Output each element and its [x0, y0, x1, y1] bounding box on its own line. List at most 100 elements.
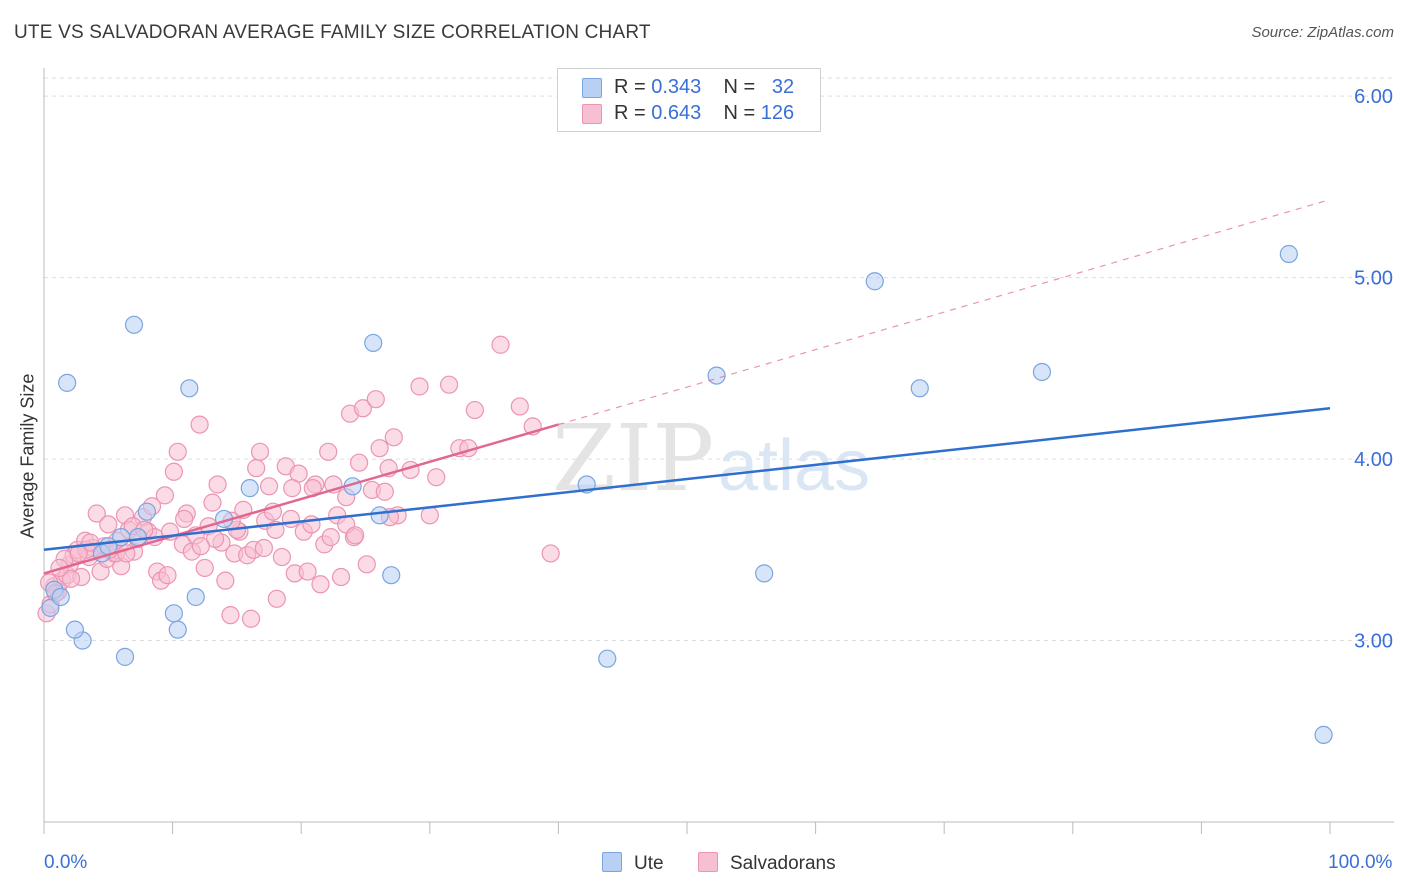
bottom-salv-label: Salvadorans: [730, 853, 836, 874]
ute-point-14: [240, 479, 259, 498]
watermark-zip: ZIP: [552, 405, 714, 512]
salvadorans-point-58: [281, 509, 301, 529]
ute-point-16: [370, 506, 389, 525]
salvadorans-point-99: [61, 569, 81, 588]
bottom-ute-swatch: [602, 852, 622, 872]
salvadorans-trend-line: [43, 423, 559, 575]
legend-ute-n-label: N =: [723, 76, 756, 98]
ute-point-6: [115, 647, 135, 666]
bottom-legend-salvadorans: Salvadorans: [698, 852, 836, 875]
ute-point-21: [755, 564, 774, 583]
salvadorans-point-43: [216, 571, 235, 590]
x-tick-label-max: 100.0%: [1328, 852, 1393, 873]
salvadorans-point-95: [541, 544, 560, 563]
ute-point-8: [164, 604, 183, 623]
salvadorans-point-37: [190, 415, 209, 434]
salvadorans-point-105: [175, 509, 194, 529]
y-tick-label-2: 5.00: [1354, 268, 1393, 290]
salvadorans-point-32: [168, 442, 187, 461]
ute-point-22: [865, 272, 884, 291]
ute-point-7: [168, 620, 187, 639]
y-tick-label-0: 3.00: [1354, 631, 1393, 653]
salvadorans-point-63: [302, 515, 321, 534]
salvadorans-point-50: [247, 459, 266, 478]
ute-point-25: [1279, 244, 1298, 264]
salvadorans-point-110: [283, 479, 302, 498]
y-tick-label-3: 6.00: [1354, 86, 1393, 108]
salvadorans-trend-extension: [558, 199, 1331, 426]
salvadorans-point-85: [410, 377, 429, 396]
ute-point-3: [364, 333, 383, 353]
bottom-ute-label: Ute: [634, 853, 664, 874]
salvadorans-point-40: [203, 493, 222, 512]
salvadorans-point-31: [164, 462, 183, 481]
salvadorans-point-112: [321, 528, 340, 547]
x-tick-label-min: 0.0%: [44, 852, 88, 873]
salvadorans-point-29: [155, 486, 174, 505]
legend-salv-text: R = 0.643 N = 126: [614, 102, 794, 125]
ute-point-17: [382, 566, 401, 585]
y-tick-labels: 3.00 4.00 5.00 6.00: [1354, 86, 1393, 652]
ute-point-24: [1032, 362, 1052, 382]
legend-ute-r-value: 0.343: [651, 76, 702, 98]
legend-salv-n-value: 126: [760, 102, 795, 124]
salvadorans-point-53: [259, 477, 279, 496]
ute-trend-line: [43, 407, 1331, 552]
salvadorans-point-38: [195, 558, 214, 578]
salvadorans-point-76: [357, 555, 376, 574]
salvadorans-point-78: [366, 390, 385, 409]
salvadorans-point-13: [87, 504, 106, 523]
salvadorans-point-75: [353, 399, 373, 418]
ute-point-29: [51, 587, 70, 607]
ute-swatch: [582, 78, 602, 98]
salvadorans-point-49: [241, 609, 261, 628]
ute-point-2: [180, 379, 199, 398]
salvadorans-point-55: [267, 589, 286, 608]
ute-point-9: [186, 587, 205, 607]
ute-point-19: [598, 649, 617, 668]
salvadorans-point-67: [319, 442, 338, 461]
salvadorans-point-114: [346, 526, 365, 545]
legend-ute-n-value: 32: [771, 76, 795, 98]
trend-lines: [43, 199, 1331, 575]
legend-ute-r-label: R =: [614, 76, 646, 98]
ute-point-12: [137, 502, 156, 521]
salvadorans-point-62: [298, 562, 317, 581]
legend-ute-text: R = 0.343 N = 32: [614, 76, 794, 99]
salvadorans-point-117: [158, 566, 177, 585]
salvadorans-point-44: [221, 606, 240, 625]
salvadorans-point-56: [272, 547, 292, 567]
ute-point-1: [124, 315, 144, 334]
salvadorans-point-87: [427, 468, 446, 487]
legend-salv-r-label: R =: [614, 102, 646, 124]
salvadorans-point-79: [370, 439, 389, 458]
legend-salv-n-label: N =: [723, 102, 756, 124]
salvadorans-point-70: [331, 567, 351, 587]
salvadorans-point-88: [439, 375, 459, 394]
ute-point-20: [707, 366, 726, 385]
salvadorans-point-41: [208, 475, 227, 494]
salvadorans-point-93: [510, 397, 529, 416]
salvadorans-point-51: [250, 442, 270, 461]
salvadorans-point-74: [349, 453, 369, 472]
axes: [43, 68, 1394, 834]
ute-point-10: [128, 528, 147, 547]
y-axis-label: Average Family Size: [17, 373, 38, 539]
legend: R = 0.343 N = 32 R = 0.643 N = 126: [557, 68, 821, 132]
ute-point-26: [1314, 725, 1333, 744]
bottom-legend-ute: Ute: [602, 852, 664, 875]
salvadorans-point-92: [491, 335, 510, 354]
legend-salv-r-value: 0.643: [651, 102, 702, 124]
salvadorans-points: [37, 335, 560, 628]
salvadorans-point-80: [375, 482, 394, 501]
salvadorans-swatch: [582, 104, 602, 124]
ute-point-23: [910, 379, 929, 398]
salvadorans-point-16: [99, 515, 118, 534]
salvadorans-point-65: [311, 575, 330, 594]
salvadorans-point-82: [384, 428, 403, 447]
source-label: Source: ZipAtlas.com: [1251, 24, 1394, 41]
y-tick-label-1: 4.00: [1354, 449, 1393, 471]
ute-point-0: [58, 373, 77, 392]
chart-title: UTE VS SALVADORAN AVERAGE FAMILY SIZE CO…: [14, 22, 651, 43]
